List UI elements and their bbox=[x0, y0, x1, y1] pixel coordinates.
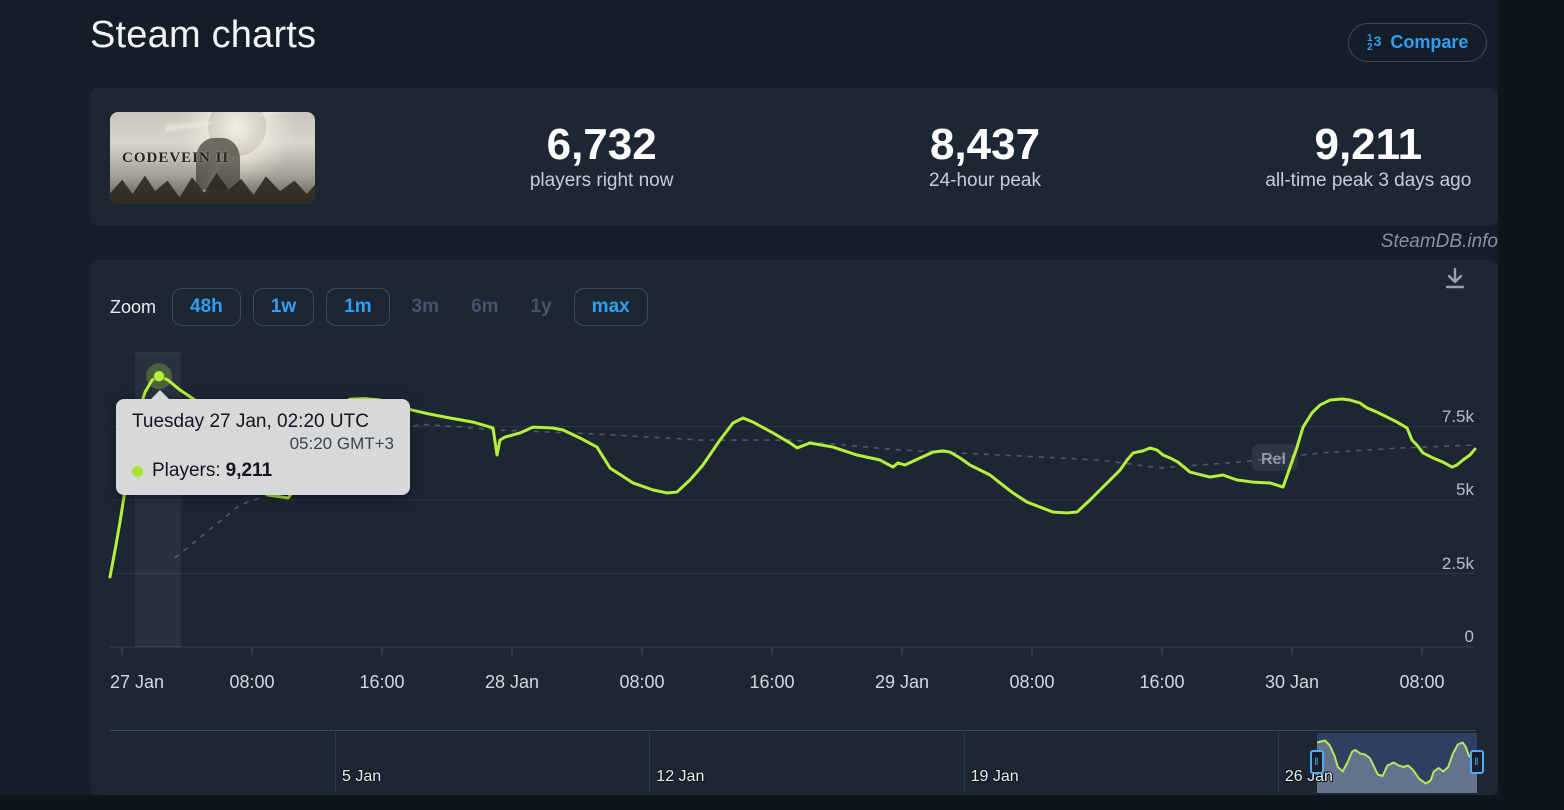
zoom-button-6m: 6m bbox=[461, 289, 508, 325]
zoom-label: Zoom bbox=[110, 296, 157, 317]
game-logo-text: CODEVEIN II bbox=[122, 150, 230, 166]
navigator-top-border bbox=[110, 730, 1476, 731]
stats-row: 6,732 players right now 8,437 24-hour pe… bbox=[410, 88, 1560, 226]
download-icon[interactable] bbox=[1441, 265, 1469, 293]
stat-value: 8,437 bbox=[929, 119, 1041, 169]
compare-button-label: Compare bbox=[1390, 32, 1469, 52]
tooltip-players-row: Players: 9,211 bbox=[132, 460, 394, 482]
zoom-button-48h[interactable]: 48h bbox=[172, 288, 241, 326]
zoom-button-1y: 1y bbox=[521, 289, 562, 325]
page-title: Steam charts bbox=[90, 14, 317, 56]
navigator-date-label: 5 Jan bbox=[342, 768, 382, 785]
stat-label: all-time peak 3 days ago bbox=[1265, 170, 1472, 192]
tooltip-local-time: 05:20 GMT+3 bbox=[289, 434, 394, 453]
tooltip-series-label: Players: bbox=[152, 460, 221, 481]
stat-alltime-peak: 9,211 all-time peak 3 days ago bbox=[1177, 88, 1560, 226]
navigator-handle-left[interactable]: ‖ bbox=[1310, 750, 1324, 774]
series-dot-icon bbox=[132, 465, 143, 477]
chart-tooltip: Tuesday 27 Jan, 02:20 UTC 05:20 GMT+3 Pl… bbox=[116, 390, 410, 495]
stat-value: 6,732 bbox=[546, 119, 657, 169]
steamdb-watermark: SteamDB.info bbox=[1380, 231, 1498, 252]
navigator-gridline bbox=[1277, 731, 1279, 792]
zoom-button-1w[interactable]: 1w bbox=[252, 288, 315, 326]
navigator-date-label: 26 Jan bbox=[1284, 768, 1333, 785]
page-right-margin bbox=[1498, 0, 1564, 810]
navigator-gridline bbox=[335, 731, 336, 792]
game-capsule-image[interactable]: CODEVEIN II bbox=[110, 112, 315, 204]
zoom-button-3m: 3m bbox=[402, 289, 449, 325]
navigator-handle-right[interactable]: ‖ bbox=[1470, 750, 1484, 774]
zoom-button-1m[interactable]: 1m bbox=[326, 288, 390, 326]
zoom-toolbar: Zoom 48h 1w 1m 3m 6m 1y max bbox=[110, 288, 648, 326]
stats-panel: CODEVEIN II 6,732 players right now 8,43… bbox=[90, 88, 1498, 226]
tooltip-datetime: Tuesday 27 Jan, 02:20 UTC bbox=[132, 411, 369, 432]
navigator-date-label: 12 Jan bbox=[656, 768, 705, 785]
tooltip-players-value: 9,211 bbox=[225, 460, 273, 481]
navigator-date-label: 19 Jan bbox=[970, 768, 1019, 785]
navigator-gridline bbox=[649, 731, 651, 792]
stat-24h-peak: 8,437 24-hour peak bbox=[793, 88, 1176, 226]
stat-label: players right now bbox=[529, 170, 674, 192]
stat-label: 24-hour peak bbox=[929, 170, 1041, 192]
page-bottom-margin bbox=[0, 795, 1564, 810]
zoom-button-max[interactable]: max bbox=[573, 288, 648, 326]
navigator-mini-chart bbox=[1316, 739, 1478, 793]
navigator-gridline bbox=[963, 731, 965, 792]
stat-players-now: 6,732 players right now bbox=[410, 88, 793, 226]
navigator-selection[interactable] bbox=[1316, 733, 1478, 793]
stat-value: 9,211 bbox=[1314, 119, 1423, 169]
